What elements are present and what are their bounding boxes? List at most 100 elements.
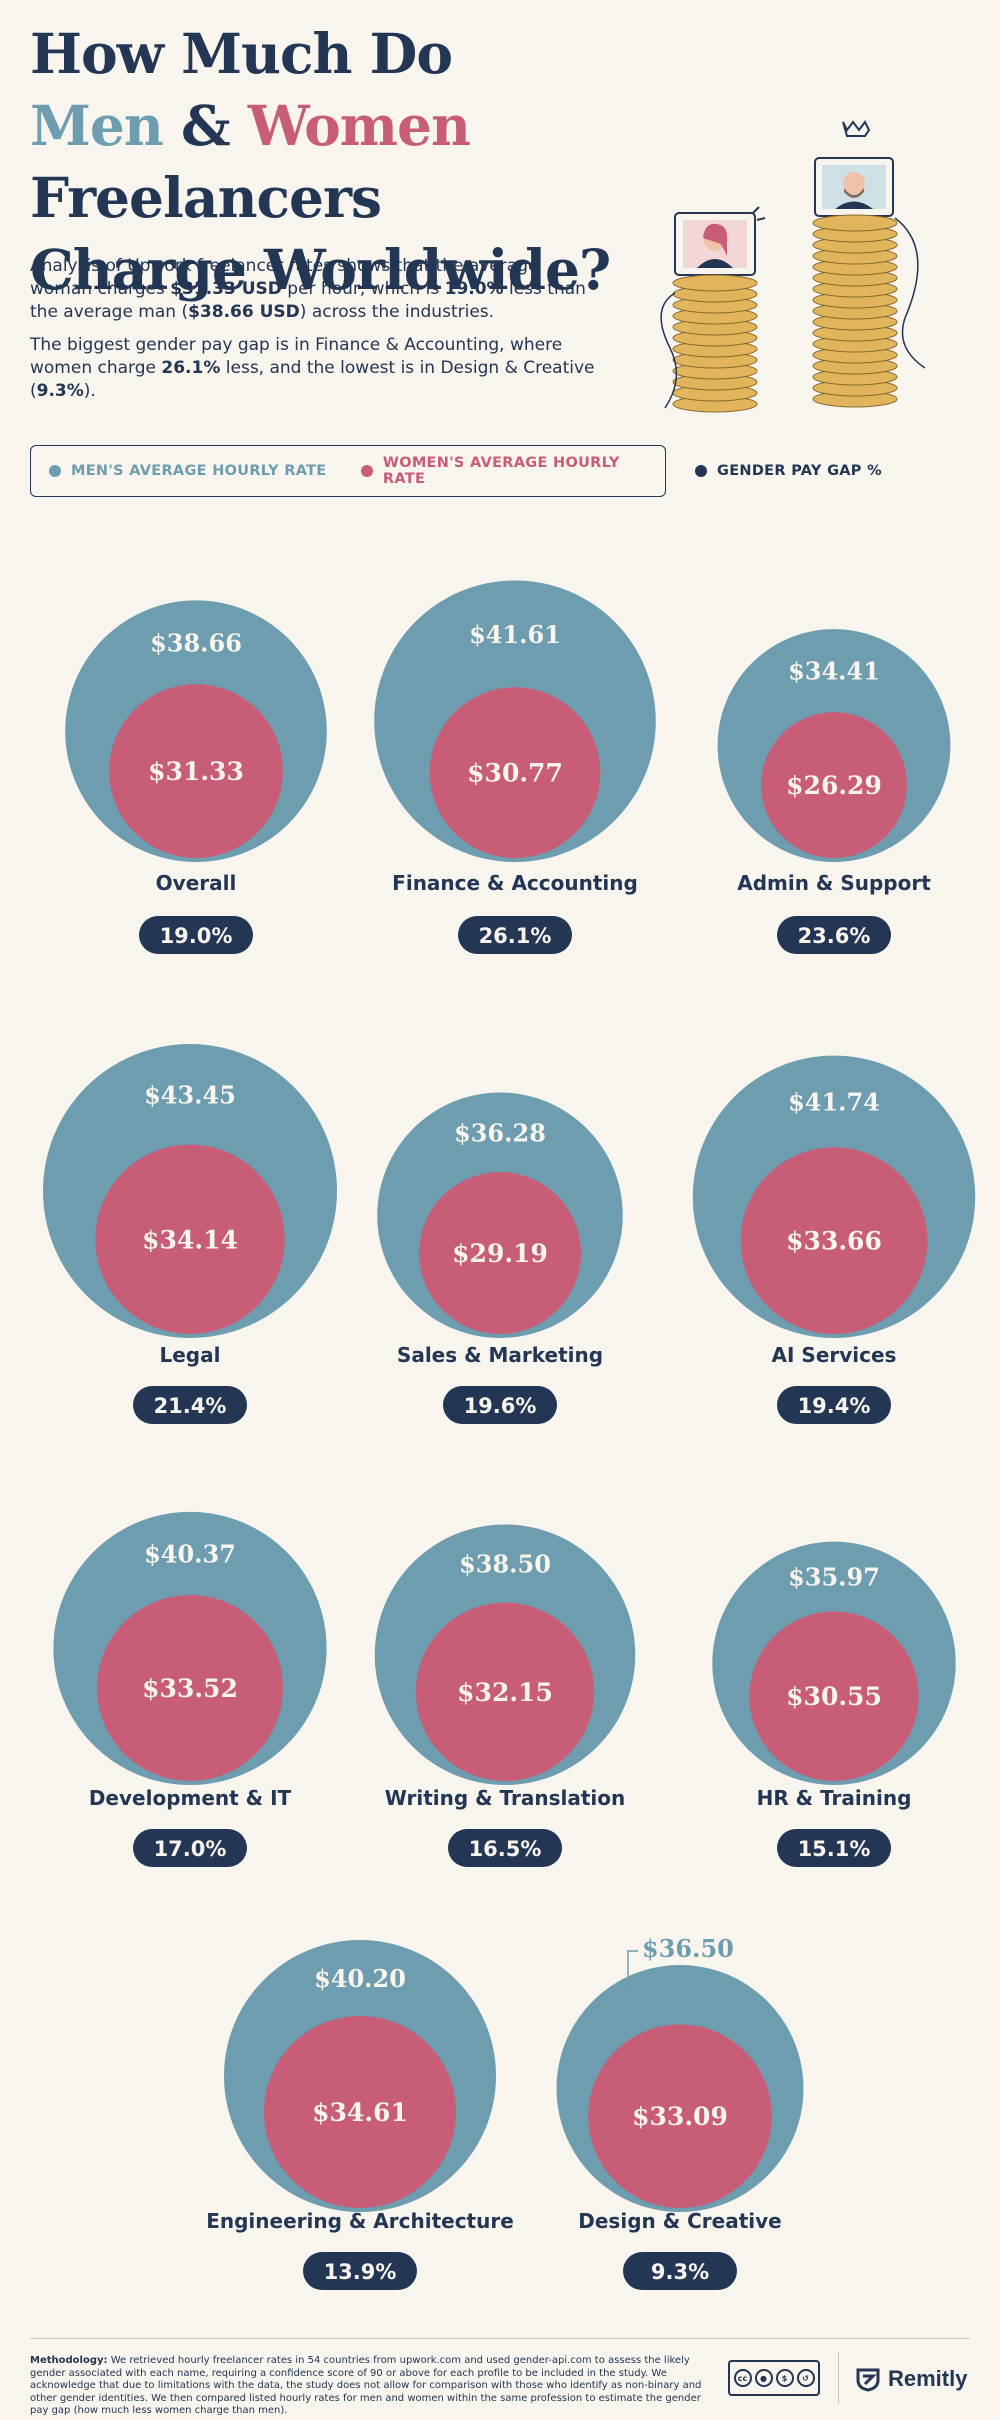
women-rate-label: $33.09 xyxy=(632,2102,728,2131)
leader-line xyxy=(627,1950,638,1996)
category-label: Sales & Marketing xyxy=(397,1343,603,1367)
legend-men: MEN'S AVERAGE HOURLY RATE xyxy=(49,446,327,496)
legend-women: WOMEN'S AVERAGE HOURLY RATE xyxy=(361,446,665,496)
men-rate-label: $40.37 xyxy=(144,1539,236,1568)
gap-pill xyxy=(133,1386,247,1424)
footer-separator xyxy=(838,2352,839,2404)
gap-label: 13.9% xyxy=(324,2260,397,2284)
title-line-3: Charge Worldwide? xyxy=(30,237,611,302)
women-rate-label: $30.77 xyxy=(467,759,563,788)
men-rate-label: $41.61 xyxy=(469,620,561,649)
gap-label: 19.6% xyxy=(464,1394,537,1418)
women-rate-label: $33.66 xyxy=(786,1227,882,1256)
gap-label: 17.0% xyxy=(154,1837,227,1861)
women-rate-label: $26.29 xyxy=(786,771,882,800)
gap-pill xyxy=(777,1386,891,1424)
legend: MEN'S AVERAGE HOURLY RATE WOMEN'S AVERAG… xyxy=(30,445,666,497)
men-rate-label: $43.45 xyxy=(144,1080,236,1109)
category-label: Engineering & Architecture xyxy=(206,2209,514,2233)
gap-label: 9.3% xyxy=(651,2260,709,2284)
category-label: Development & IT xyxy=(89,1786,292,1810)
women-rate-circle xyxy=(109,684,283,858)
gap-label: 19.4% xyxy=(798,1394,871,1418)
women-rate-label: $34.14 xyxy=(142,1225,238,1254)
men-rate-label: $38.50 xyxy=(459,1550,551,1579)
category-label: AI Services xyxy=(772,1343,897,1367)
women-rate-circle xyxy=(263,2015,457,2208)
men-rate-label: $40.20 xyxy=(314,1964,406,1993)
coin-stack-left xyxy=(672,274,758,413)
women-rate-circle xyxy=(429,687,601,858)
legend-women-swatch xyxy=(361,465,373,477)
intro-paragraph-2: The biggest gender pay gap is in Finance… xyxy=(30,335,595,401)
women-rate-circle xyxy=(749,1611,919,1781)
men-rate-label: $34.41 xyxy=(788,657,880,686)
nc-icon: $ xyxy=(775,2369,794,2387)
women-rate-circle xyxy=(740,1147,928,1334)
page-title: How Much Do Men & Women Freelancers Char… xyxy=(30,18,750,306)
gap-pill xyxy=(777,1829,891,1867)
coin-stack-right xyxy=(812,214,898,408)
cc-icon: cc xyxy=(733,2369,752,2387)
men-rate-label: $38.66 xyxy=(150,628,242,657)
gap-label: 26.1% xyxy=(479,924,552,948)
women-rate-label: $31.33 xyxy=(148,757,244,786)
women-rate-label: $30.55 xyxy=(786,1682,882,1711)
category-label: Legal xyxy=(160,1343,221,1367)
women-rate-label: $33.52 xyxy=(142,1674,238,1703)
women-rate-circle xyxy=(415,1602,595,1781)
footer-divider xyxy=(30,2338,970,2339)
remitly-logo-icon xyxy=(856,2368,880,2392)
creative-commons-badge: cc ● $ ↺ xyxy=(728,2360,820,2396)
category-label: Design & Creative xyxy=(578,2209,781,2233)
gap-label: 15.1% xyxy=(798,1837,871,1861)
sa-icon: ↺ xyxy=(796,2369,815,2387)
category-label: Writing & Translation xyxy=(385,1786,625,1810)
gap-pill xyxy=(448,1829,562,1867)
coin-scribble-left xyxy=(660,292,678,409)
men-rate-label: $35.97 xyxy=(788,1563,880,1592)
gap-pill xyxy=(623,2252,737,2290)
men-rate-label: $36.28 xyxy=(454,1118,546,1147)
legend-men-label: MEN'S AVERAGE HOURLY RATE xyxy=(71,463,327,479)
gap-pill xyxy=(133,1829,247,1867)
gap-label: 16.5% xyxy=(469,1837,542,1861)
legend-gap-swatch xyxy=(695,465,707,477)
women-rate-circle xyxy=(588,2024,772,2208)
coin xyxy=(812,214,898,232)
title-men: Men xyxy=(30,93,164,158)
category-label: Overall xyxy=(156,871,237,895)
women-rate-label: $32.15 xyxy=(457,1678,553,1707)
man-monitor-icon xyxy=(814,120,894,217)
brand-name: Remitly xyxy=(888,2366,968,2391)
gap-label: 23.6% xyxy=(798,924,871,948)
category-label: Admin & Support xyxy=(737,871,931,895)
men-rate-label: $41.74 xyxy=(788,1087,880,1116)
gap-label: 21.4% xyxy=(154,1394,227,1418)
gap-label: 19.0% xyxy=(160,924,233,948)
intro-paragraph-1: Analysis of Upwork freelancer rates show… xyxy=(30,256,586,322)
coins-illustration xyxy=(660,120,926,413)
gap-pill xyxy=(139,916,253,954)
category-label: Finance & Accounting xyxy=(392,871,638,895)
gap-pill xyxy=(443,1386,557,1424)
legend-gap: GENDER PAY GAP % xyxy=(695,445,882,497)
title-women: Women xyxy=(247,93,471,158)
title-amp: & xyxy=(181,93,231,158)
intro-text: Analysis of Upwork freelancer rates show… xyxy=(30,255,600,413)
methodology-note: Methodology: We retrieved hourly freelan… xyxy=(30,2355,702,2416)
women-rate-circle xyxy=(95,1144,285,1334)
coin-scribble xyxy=(894,217,926,369)
women-rate-circle xyxy=(97,1595,283,1781)
by-icon: ● xyxy=(754,2369,773,2387)
men-rate-label: $36.50 xyxy=(642,1934,734,1963)
legend-men-swatch xyxy=(49,465,61,477)
women-rate-label: $29.19 xyxy=(452,1239,548,1268)
gap-pill xyxy=(303,2252,417,2290)
category-label: HR & Training xyxy=(757,1786,912,1810)
title-line-1: How Much Do xyxy=(30,21,453,86)
legend-women-label: WOMEN'S AVERAGE HOURLY RATE xyxy=(382,455,620,487)
gap-pill xyxy=(458,916,572,954)
women-rate-circle xyxy=(419,1172,581,1334)
brand-logo: Remitly xyxy=(855,2366,967,2392)
